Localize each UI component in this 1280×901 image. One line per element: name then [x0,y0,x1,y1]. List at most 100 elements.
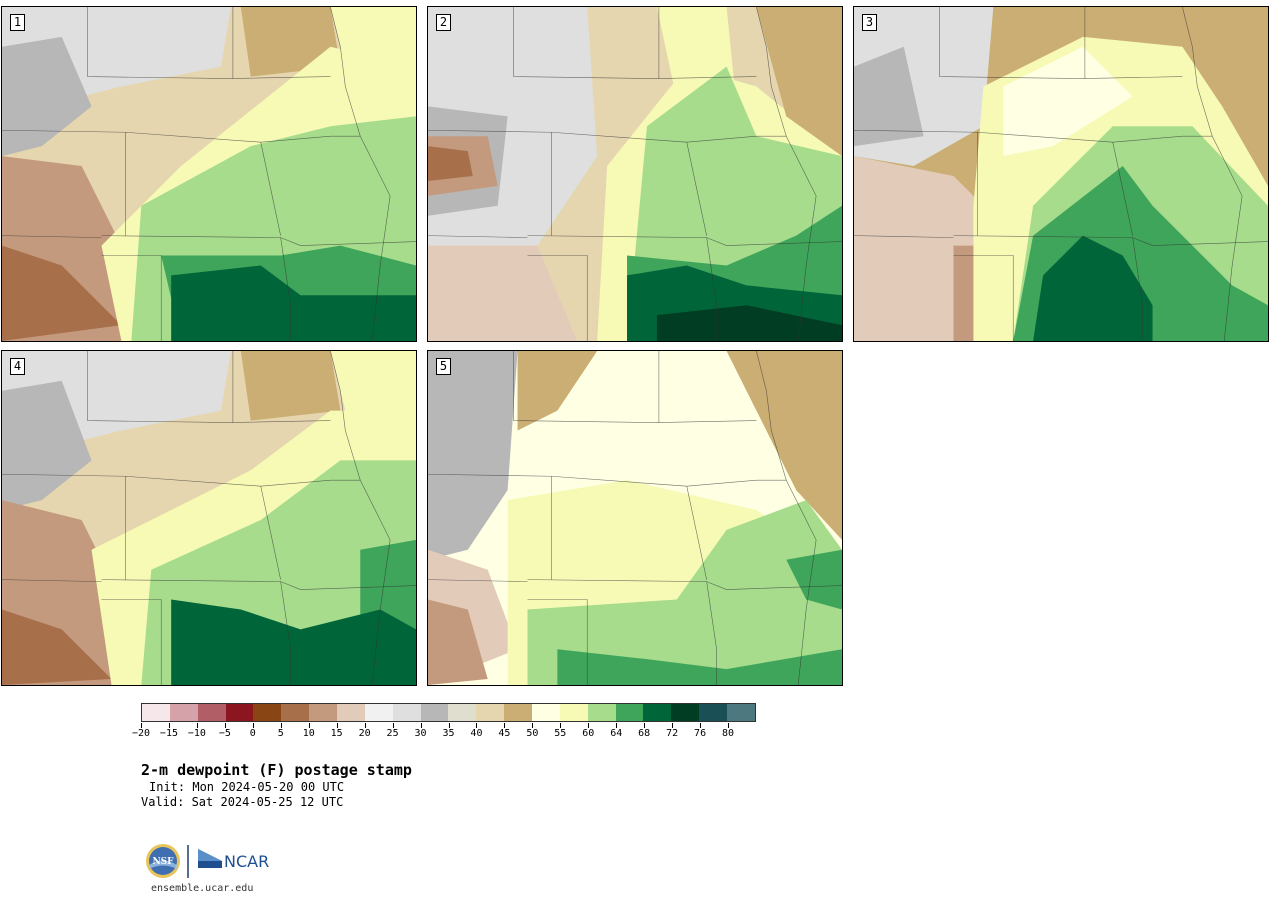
dewpoint-field [2,351,416,685]
svg-text:NCAR: NCAR [224,852,269,871]
colorbar-tick-label: −5 [218,728,231,739]
colorbar-tick-label: 15 [330,728,343,739]
field-gray-mountains [854,46,924,147]
nsf-seal-icon: NSF [146,844,180,878]
field-tan-east [726,351,842,540]
ensemble-member-2-map: 2 [427,6,843,342]
field-dark-brown [2,245,122,341]
colorbar-swatch [615,704,644,721]
colorbar-tick-label: 30 [414,728,427,739]
colorbar-tick-label: 80 [722,728,735,739]
dewpoint-field [428,351,842,685]
field-green [557,649,842,685]
dewpoint-field [854,7,1268,341]
colorbar-swatch [559,704,588,721]
dewpoint-field [428,7,842,341]
colorbar-swatch [476,704,505,721]
colorbar-swatch [281,704,310,721]
colorbar-swatch [448,704,477,721]
colorbar-tick-mark [141,723,142,728]
logos: NSF NCAR [144,842,284,898]
colorbar-tick-label: 72 [666,728,679,739]
colorbar-swatch [392,704,421,721]
colorbar-tick-mark [728,723,730,728]
field-gray-mountains [2,36,92,157]
colorbar-tick-label: −20 [131,728,151,739]
panel-number-label: 5 [436,358,451,375]
colorbar-tick-label: 40 [470,728,483,739]
colorbar-tick-mark [700,723,702,728]
ensemble-member-4-map: 4 [1,350,417,686]
ncar-logo-icon: NCAR [198,849,269,871]
field-cream [1003,46,1133,157]
colorbar-swatch [142,704,170,721]
colorbar-tick-label: 45 [498,728,511,739]
colorbar-swatch [337,704,365,721]
colorbar-tick-mark [616,723,618,728]
panel-number-label: 3 [862,14,877,31]
field-gray-mountains [2,380,92,511]
figure-title: 2-m dewpoint (F) postage stamp [141,761,412,779]
field-tan-north [240,351,341,421]
colorbar-tick-mark [336,723,338,728]
field-tan-east [1212,7,1268,137]
field-tan-northwest [517,351,598,431]
colorbar-tick-label: 64 [610,728,623,739]
colorbar-tick-label: 25 [386,728,399,739]
field-dark-green [171,265,416,341]
colorbar-tick-label: 5 [277,728,284,739]
colorbar-tick-mark [392,723,394,728]
colorbar-swatch [420,704,449,721]
colorbar-swatch [364,704,393,721]
colorbar-tick-label: 10 [302,728,315,739]
colorbar-ticks: −20 −15 −10 −5 0 5 10 15 20 25 30 35 40 45 50 55 60 64 68 7… [132,723,756,743]
colorbar-swatch [727,704,755,721]
state-boundaries [428,7,842,341]
panel-number-label: 1 [10,14,25,31]
colorbar-tick-mark [252,723,254,728]
colorbar-tick-mark [672,723,674,728]
colorbar-swatch [587,704,616,721]
state-boundaries [2,351,416,685]
field-dark-brown [2,609,112,685]
colorbar-tick-mark [280,723,282,728]
colorbar-tick-mark [420,723,422,728]
field-gray-west [428,351,518,560]
state-boundaries [854,7,1268,341]
field-brown-southwest [428,599,488,685]
dewpoint-field [2,7,416,341]
ensemble-member-5-map: 5 [427,350,843,686]
panel-number-label: 2 [436,14,451,31]
colorbar-tick-mark [364,723,366,728]
state-boundaries [428,351,842,685]
init-time: Init: Mon 2024-05-20 00 UTC [149,780,345,794]
colorbar-swatch [671,704,700,721]
valid-time: Valid: Sat 2024-05-25 12 UTC [141,795,344,809]
colorbar-swatch [699,704,728,721]
colorbar-tick-mark [644,723,646,728]
colorbar-swatch [197,704,226,721]
colorbar-swatch [169,704,198,721]
colorbar-tick-label: 20 [358,728,371,739]
colorbar-tick-label: 76 [694,728,707,739]
colorbar-tick-label: 50 [526,728,539,739]
colorbar-tick-mark [504,723,506,728]
field-tan-east [756,7,842,157]
panel-number-label: 4 [10,358,25,375]
colorbar-swatch [643,704,672,721]
colorbar-tick-mark [224,723,226,728]
field-dark-brown [428,146,473,181]
field-darkest-green [656,305,842,341]
ensemble-member-3-map: 3 [853,6,1269,342]
colorbar-tick-mark [308,723,310,728]
colorbar-tick-label: 60 [582,728,595,739]
colorbar-tick-mark [168,723,170,728]
dewpoint-colorbar [141,703,756,723]
field-dark-green [171,599,416,685]
colorbar-tick-label: 55 [554,728,567,739]
colorbar-tick-label: 35 [442,728,455,739]
colorbar-tick-mark [588,723,590,728]
ensemble-member-1-map: 1 [1,6,417,342]
site-url: ensemble.ucar.edu [151,883,254,894]
colorbar-swatch [225,704,254,721]
